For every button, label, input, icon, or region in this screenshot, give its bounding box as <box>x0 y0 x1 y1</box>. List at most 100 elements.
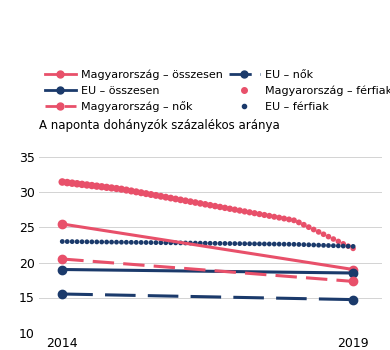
Point <box>345 243 351 249</box>
Point <box>252 241 258 247</box>
Point <box>168 240 174 246</box>
Point <box>123 187 129 193</box>
Point <box>94 239 100 245</box>
Point <box>237 241 243 246</box>
Point <box>197 240 204 246</box>
Point <box>217 204 223 210</box>
Point <box>84 239 90 245</box>
Point <box>64 239 70 244</box>
Point <box>291 217 297 223</box>
Point <box>321 243 327 248</box>
Point <box>113 239 120 245</box>
Point <box>281 216 287 221</box>
Point <box>276 241 282 247</box>
Point <box>301 222 307 228</box>
Point <box>207 202 213 208</box>
Point <box>192 200 199 205</box>
Point <box>335 239 342 244</box>
Point <box>133 189 139 195</box>
Point <box>138 190 144 196</box>
Point <box>103 239 110 245</box>
Point <box>252 210 258 216</box>
Point <box>103 184 110 190</box>
Point <box>246 210 253 215</box>
Point <box>330 243 337 248</box>
Point <box>128 188 135 194</box>
Point <box>350 246 356 251</box>
Point <box>89 183 95 188</box>
Point <box>84 182 90 188</box>
Point <box>108 239 115 245</box>
Point <box>148 192 154 197</box>
Point <box>306 224 312 230</box>
Point <box>158 194 164 199</box>
Point <box>69 180 75 186</box>
Point <box>74 181 80 187</box>
Point <box>237 208 243 213</box>
Point <box>316 242 322 248</box>
Point <box>138 240 144 245</box>
Point <box>168 195 174 201</box>
Point <box>301 242 307 247</box>
Point <box>99 184 105 190</box>
Point <box>69 239 75 244</box>
Point <box>163 194 169 200</box>
Text: A naponta dohányzók százalékos aránya: A naponta dohányzók százalékos aránya <box>39 119 280 132</box>
Point <box>153 193 159 198</box>
Point <box>256 241 262 247</box>
Point <box>212 240 218 246</box>
Point <box>345 243 351 249</box>
Point <box>296 241 302 247</box>
Point <box>192 240 199 246</box>
Point <box>232 241 238 246</box>
Point <box>222 241 228 246</box>
Point <box>281 241 287 247</box>
Point <box>350 244 356 249</box>
Point <box>202 240 208 246</box>
Point <box>227 206 233 211</box>
Point <box>241 209 248 214</box>
Point <box>261 241 268 247</box>
Point <box>183 240 189 246</box>
Point <box>143 240 149 245</box>
Point <box>89 239 95 245</box>
Point <box>108 185 115 191</box>
Point <box>222 205 228 211</box>
Point <box>340 243 346 249</box>
Point <box>261 212 268 218</box>
Point <box>271 241 277 247</box>
Point <box>118 187 124 192</box>
Point <box>143 191 149 196</box>
Point <box>59 239 66 244</box>
Point <box>177 240 184 246</box>
Point <box>163 240 169 246</box>
Point <box>276 215 282 220</box>
Point <box>158 240 164 245</box>
Point <box>123 239 129 245</box>
Point <box>113 186 120 191</box>
Point <box>335 243 342 248</box>
Point <box>133 240 139 245</box>
Point <box>325 234 332 239</box>
Point <box>79 182 85 187</box>
Point <box>227 241 233 246</box>
Point <box>207 240 213 246</box>
Point <box>256 211 262 217</box>
Legend: Magyarország – összesen, EU – összesen, Magyarország – nők, EU – nők, Magyarorsz: Magyarország – összesen, EU – összesen, … <box>44 70 390 112</box>
Point <box>79 239 85 245</box>
Point <box>296 219 302 225</box>
Point <box>172 240 179 246</box>
Point <box>321 231 327 237</box>
Point <box>291 241 297 247</box>
Point <box>306 242 312 247</box>
Point <box>148 240 154 245</box>
Point <box>330 236 337 242</box>
Point <box>217 240 223 246</box>
Point <box>246 241 253 246</box>
Point <box>197 201 204 206</box>
Point <box>266 213 273 219</box>
Point <box>232 207 238 212</box>
Point <box>266 241 273 247</box>
Point <box>74 239 80 245</box>
Point <box>99 239 105 245</box>
